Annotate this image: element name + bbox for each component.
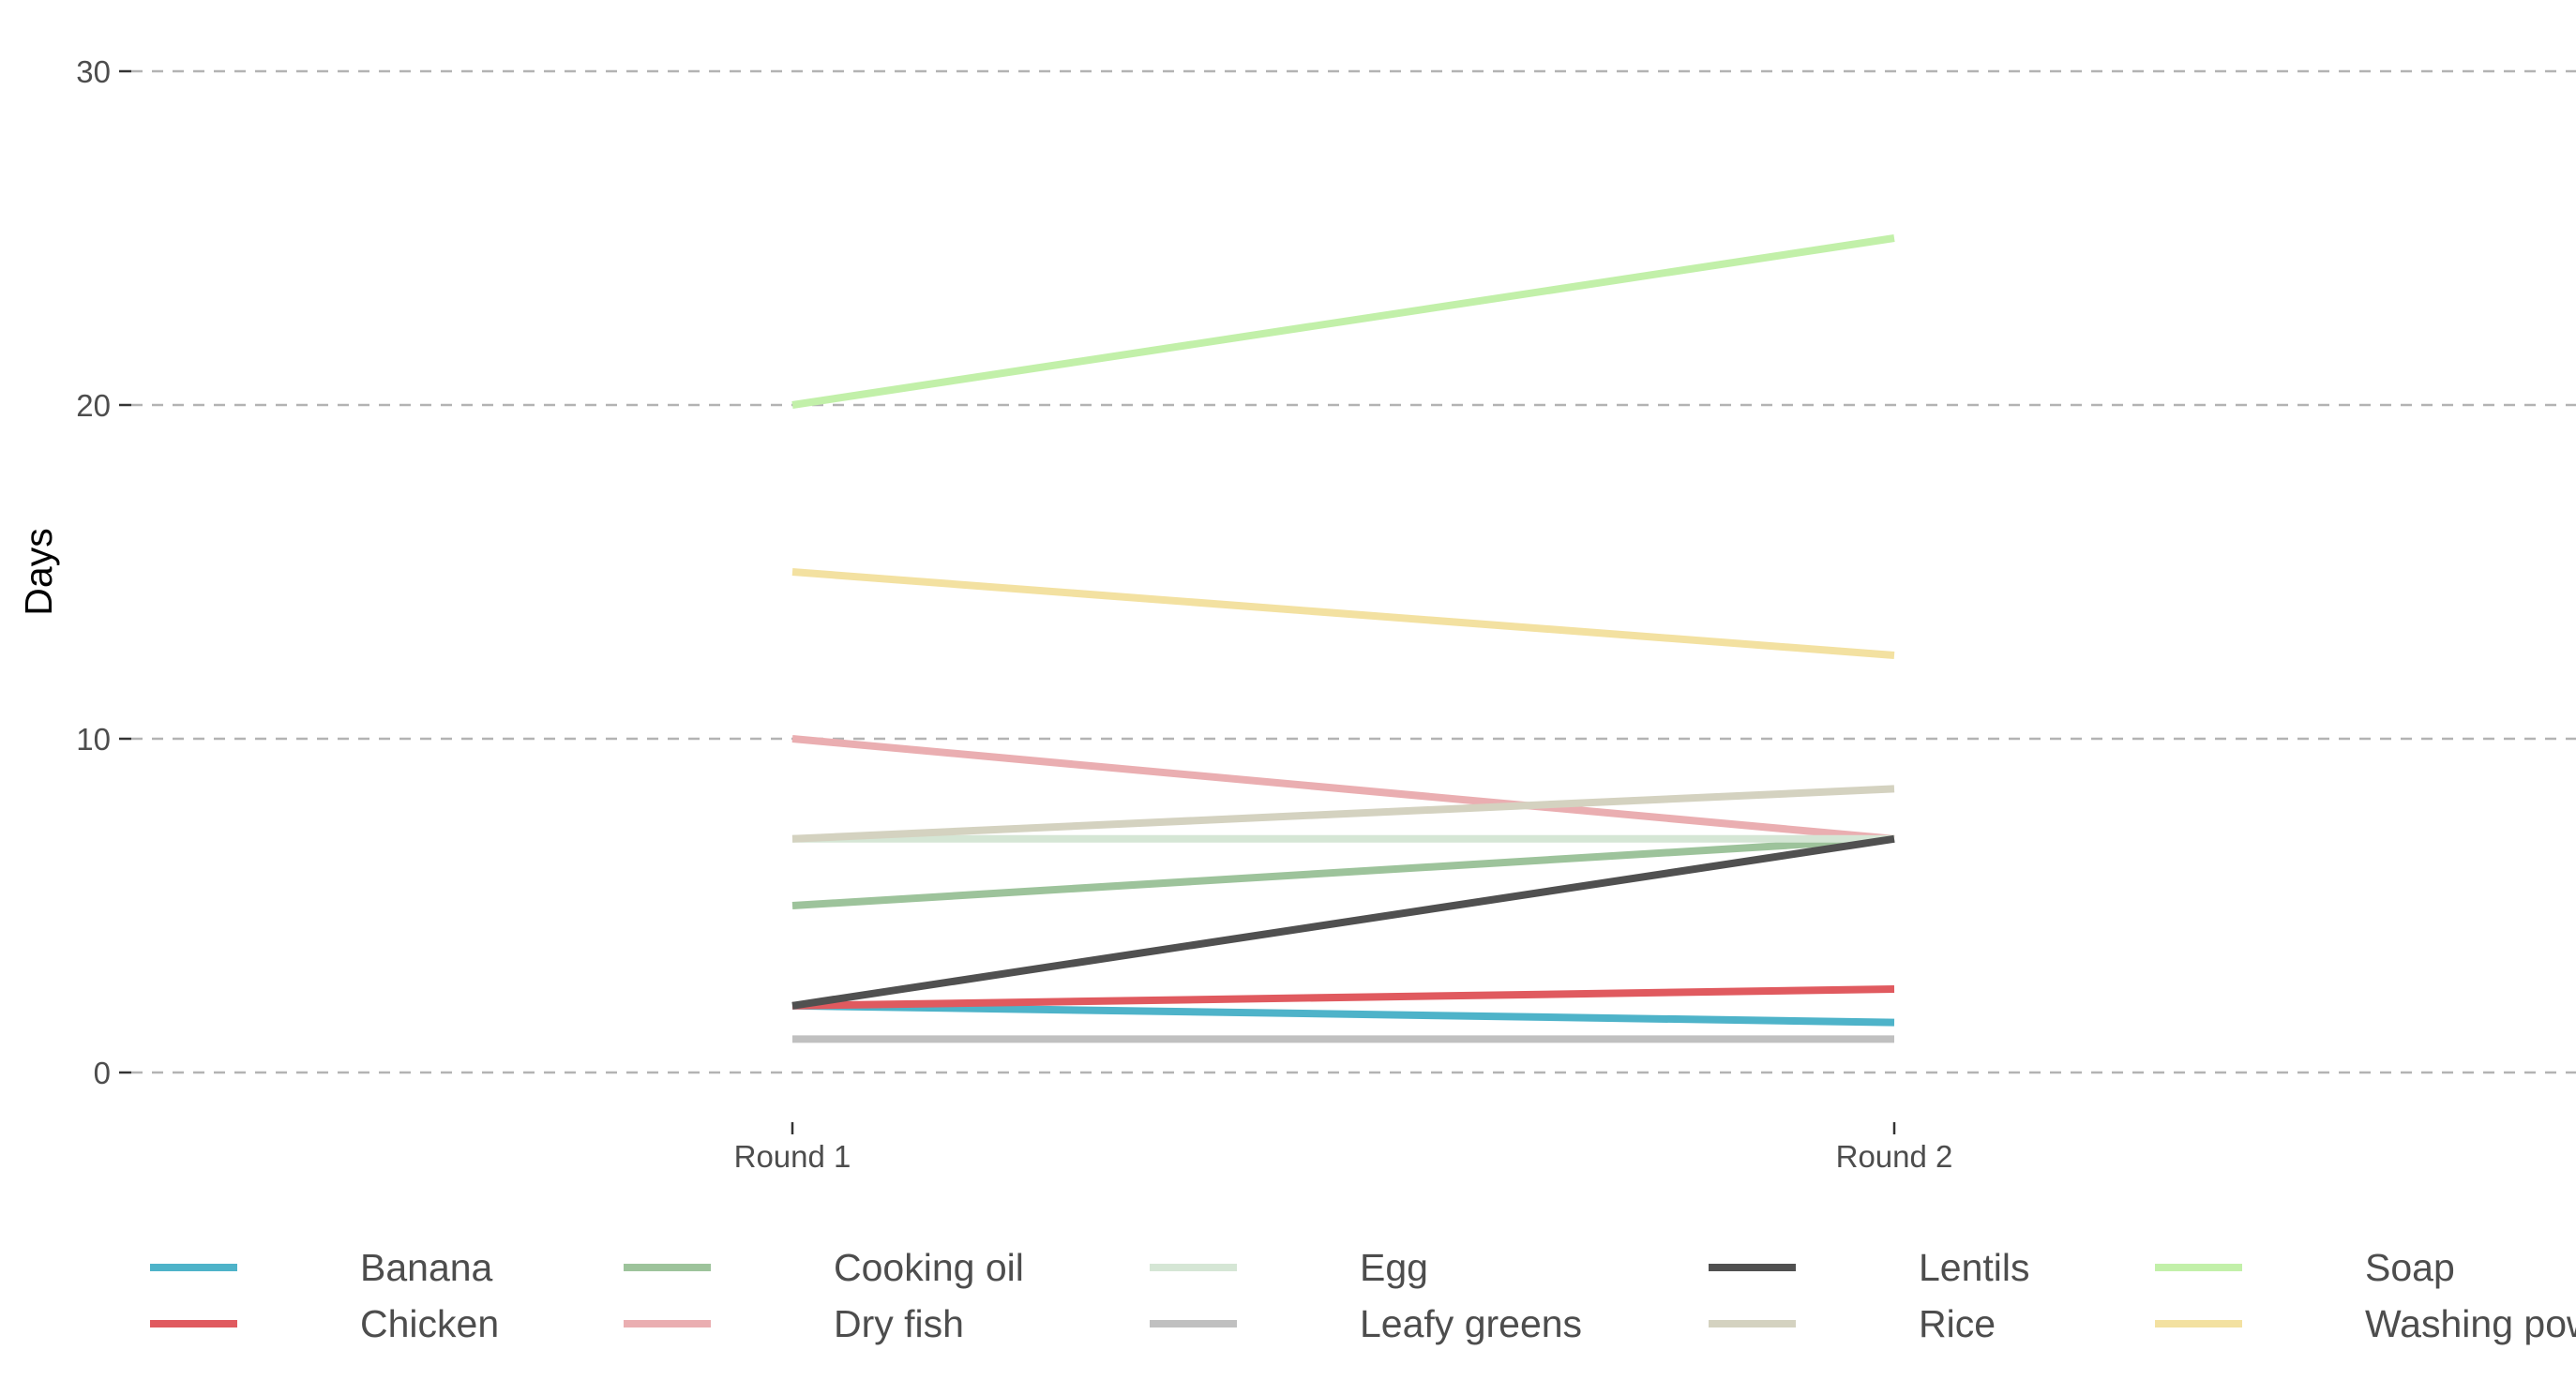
- series-lines: [791, 234, 1895, 1043]
- legend-label: Banana: [360, 1246, 493, 1289]
- legend-label: Cooking oil: [834, 1246, 1024, 1289]
- series-line-rice: [791, 785, 1895, 843]
- x-axis: Round 1 Round 2: [734, 1122, 1953, 1174]
- legend-item: Soap: [2155, 1246, 2455, 1289]
- legend-label: Soap: [2365, 1246, 2455, 1289]
- x-tick-label: Round 2: [1836, 1139, 1953, 1174]
- series-line-cooking-oil: [791, 834, 1895, 909]
- series-line-chicken: [791, 985, 1895, 1010]
- y-tick-label: 30: [76, 54, 111, 89]
- legend-label: Lentils: [1919, 1246, 2030, 1289]
- legend-item: Lentils: [1709, 1246, 2030, 1289]
- legend-label: Rice: [1919, 1302, 1996, 1345]
- legend-item: Washing powder: [2155, 1302, 2576, 1345]
- legend-item: Leafy greens: [1150, 1302, 1582, 1345]
- legend-item: Dry fish: [624, 1302, 964, 1345]
- x-tick-label: Round 1: [734, 1139, 851, 1174]
- series-line-soap: [791, 234, 1895, 409]
- y-tick-label: 10: [76, 722, 111, 757]
- legend-label: Egg: [1360, 1246, 1428, 1289]
- legend-label: Dry fish: [834, 1302, 964, 1345]
- legend-label: Washing powder: [2365, 1302, 2576, 1345]
- y-tick-label: 0: [94, 1056, 111, 1090]
- legend-item: Egg: [1150, 1246, 1428, 1289]
- legend-label: Leafy greens: [1360, 1302, 1582, 1345]
- y-tick-label: 20: [76, 388, 111, 423]
- legend-item: Rice: [1709, 1302, 1996, 1345]
- series-line-banana: [791, 1001, 1895, 1027]
- legend-item: Banana: [150, 1246, 493, 1289]
- series-line-washing-powder: [791, 568, 1895, 659]
- series-line-lentils: [791, 834, 1895, 1010]
- legend-label: Chicken: [360, 1302, 499, 1345]
- series-line-dry-fish: [791, 735, 1895, 843]
- legend: Banana Chicken Cooking oil Dry fish Egg Leafy…: [150, 1246, 2576, 1345]
- legend-item: Cooking oil: [624, 1246, 1024, 1289]
- legend-item: Chicken: [150, 1302, 499, 1345]
- y-axis: 0 10 20 30: [76, 54, 131, 1090]
- y-axis-title: Days: [17, 528, 60, 615]
- grid-lines: [131, 69, 2576, 1074]
